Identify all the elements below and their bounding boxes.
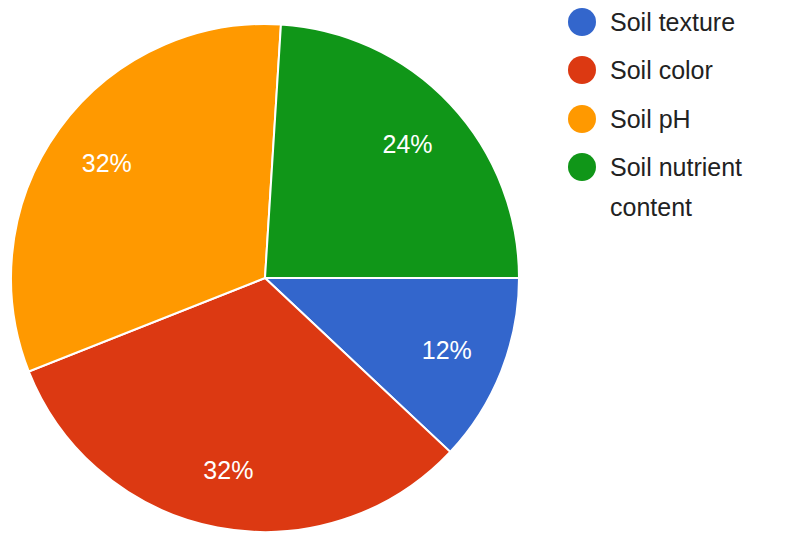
data-labels: 12% 32% 32% 24% xyxy=(82,130,472,484)
legend-swatch xyxy=(568,8,596,36)
pie-slice xyxy=(265,25,519,278)
legend-label: Soil color xyxy=(610,50,785,90)
legend-label: Soil texture xyxy=(610,2,785,42)
legend-label: Soil pH xyxy=(610,99,785,139)
legend-swatch xyxy=(568,105,596,133)
legend-swatch xyxy=(568,56,596,84)
data-label: 32% xyxy=(82,149,132,177)
slices xyxy=(11,24,519,532)
pie-slice xyxy=(11,24,281,372)
data-label: 12% xyxy=(422,336,472,364)
legend-label: Soil nutrient content xyxy=(610,147,785,227)
data-label: 24% xyxy=(383,130,433,158)
data-label: 32% xyxy=(203,456,253,484)
legend-swatch xyxy=(568,153,596,181)
